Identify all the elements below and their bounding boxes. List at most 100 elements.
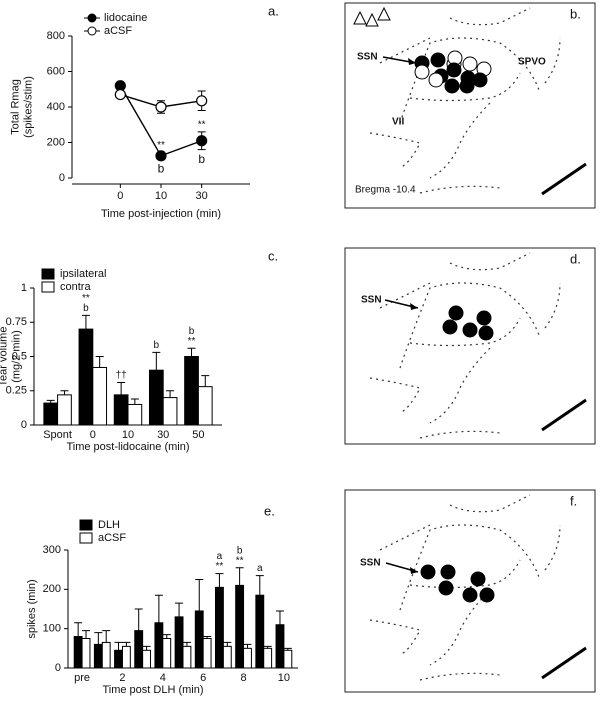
triangle-marker <box>365 12 379 27</box>
region-label: SSN <box>360 558 381 569</box>
error-bar <box>166 390 175 398</box>
region-label: SPVO <box>518 57 546 68</box>
error-bar <box>201 375 210 387</box>
y-axis-label: (spikes/stim) <box>22 76 34 138</box>
significance-label: b <box>189 326 195 337</box>
x-tick-label: 0 <box>117 190 123 202</box>
error-bar <box>114 641 123 651</box>
error-bar <box>95 356 104 368</box>
recording-site <box>448 305 464 321</box>
bar <box>114 649 123 669</box>
significance-label: b <box>83 303 89 314</box>
error-bar <box>102 630 111 643</box>
bar <box>43 402 59 426</box>
x-tick-label: 2 <box>119 672 125 684</box>
bar <box>174 616 184 669</box>
bar <box>121 645 131 669</box>
x-tick-label: 10 <box>155 190 167 202</box>
recording-site <box>430 52 446 68</box>
x-tick-label: pre <box>74 672 90 684</box>
error-bar <box>162 634 171 639</box>
recording-site <box>414 64 430 80</box>
y-tick-label: 400 <box>47 101 65 113</box>
bar <box>73 636 83 669</box>
legend-marker <box>87 26 97 36</box>
panel-label: b. <box>570 6 581 21</box>
legend-swatch <box>41 281 55 293</box>
error-bar <box>94 632 103 645</box>
region-label: Bregma -10.4 <box>355 185 416 196</box>
y-axis-label: Tear volume <box>0 327 9 387</box>
diagram-frame <box>344 2 596 209</box>
scale-mark <box>541 398 587 432</box>
error-bar <box>74 622 83 637</box>
bar <box>184 356 199 426</box>
error-bar <box>223 641 232 647</box>
y-axis-label: Total Rmag <box>9 79 21 135</box>
bar <box>78 328 94 426</box>
legend-swatch <box>79 519 93 531</box>
significance-label: ** <box>236 555 244 566</box>
region-outline <box>419 672 501 681</box>
diagram-frame <box>344 247 596 445</box>
bar <box>214 586 224 669</box>
scale-mark <box>541 646 587 680</box>
significance-label: b <box>237 545 243 556</box>
legend-label: DLH <box>98 519 120 531</box>
bar <box>182 645 192 669</box>
x-axis-label: Time post-injection (min) <box>101 208 221 220</box>
x-tick-label: 0 <box>90 429 96 441</box>
x-tick-label: 30 <box>196 190 208 202</box>
y-tick-label: 1 <box>21 282 27 294</box>
error-bar <box>154 594 163 623</box>
error-bar <box>117 382 126 395</box>
bar <box>57 394 72 426</box>
marker <box>114 88 126 101</box>
y-tick-label: 300 <box>43 544 61 556</box>
recording-site <box>438 580 454 596</box>
recording-site <box>442 319 458 335</box>
error-bar <box>235 567 244 586</box>
significance-label: ** <box>188 336 196 347</box>
x-tick-label: 50 <box>192 429 204 441</box>
y-tick-label: 0 <box>59 172 65 184</box>
error-bar <box>82 630 91 639</box>
panel-label: d. <box>570 251 581 266</box>
y-tick-label: 600 <box>47 65 65 77</box>
error-bar <box>81 314 90 330</box>
significance-label: ** <box>82 293 90 304</box>
region-outline <box>449 252 531 271</box>
error-bar <box>134 608 143 631</box>
arrow-head <box>408 58 416 65</box>
y-axis-label: spikes (min) <box>26 579 38 638</box>
x-tick-label: 4 <box>160 672 166 684</box>
significance-label: a <box>217 551 223 562</box>
diagram-frame <box>344 489 596 693</box>
x-tick-label: 6 <box>200 672 206 684</box>
x-tick-label: 10 <box>122 429 134 441</box>
bar <box>113 394 129 426</box>
region-outline <box>399 282 541 369</box>
y-tick-label: 100 <box>43 623 61 635</box>
region-outline <box>379 524 431 551</box>
bar <box>81 638 91 669</box>
bar <box>134 630 144 669</box>
significance-label: ** <box>198 119 206 130</box>
recording-site <box>462 322 478 338</box>
region-label: SSN <box>357 52 378 63</box>
y-tick-label: 0.5 <box>12 350 27 362</box>
marker <box>155 101 167 113</box>
error-bar <box>187 347 196 357</box>
bar <box>162 638 172 669</box>
legend-swatch <box>79 532 93 544</box>
error-bar <box>142 645 151 651</box>
bar <box>162 397 178 426</box>
bar <box>148 369 164 426</box>
error-bar <box>182 641 191 647</box>
significance-label: ** <box>216 561 224 572</box>
bar <box>222 645 232 669</box>
bar <box>92 366 108 426</box>
bar <box>142 649 152 669</box>
bar <box>202 638 212 669</box>
